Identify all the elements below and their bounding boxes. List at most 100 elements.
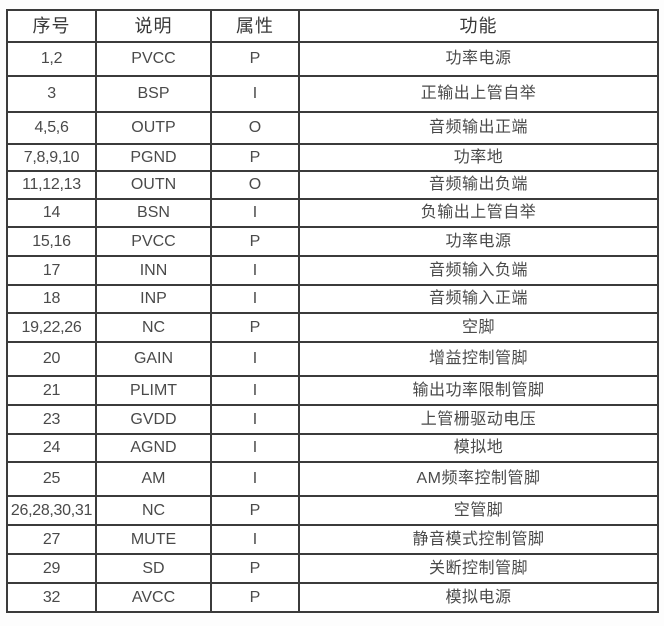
pin-name-cell: PVCC bbox=[95, 41, 212, 77]
pin-number-cell: 27 bbox=[6, 524, 97, 555]
attribute-cell: O bbox=[210, 170, 300, 200]
pin-name-cell: MUTE bbox=[95, 524, 212, 555]
attribute-cell: P bbox=[210, 582, 300, 613]
pin-name-cell: PGND bbox=[95, 143, 212, 172]
function-cell: 功率电源 bbox=[298, 226, 659, 257]
pin-name-cell: PLIMT bbox=[95, 375, 212, 406]
attribute-cell: I bbox=[210, 433, 300, 463]
column-header-attribute: 属性 bbox=[210, 9, 300, 43]
attribute-cell: I bbox=[210, 341, 300, 377]
function-cell: 功率地 bbox=[298, 143, 659, 172]
table-row: 18 INP I 音频输入正端 bbox=[6, 284, 659, 314]
table-row: 3 BSP I 正输出上管自举 bbox=[6, 75, 659, 113]
table-row: 4,5,6 OUTP O 音频输出正端 bbox=[6, 111, 659, 145]
pin-number-cell: 7,8,9,10 bbox=[6, 143, 97, 172]
pin-number-cell: 24 bbox=[6, 433, 97, 463]
attribute-cell: P bbox=[210, 553, 300, 584]
pin-name-cell: OUTN bbox=[95, 170, 212, 200]
pin-number-cell: 23 bbox=[6, 404, 97, 435]
table-row: 29 SD P 关断控制管脚 bbox=[6, 553, 659, 584]
function-cell: AM频率控制管脚 bbox=[298, 461, 659, 497]
table-row: 1,2 PVCC P 功率电源 bbox=[6, 41, 659, 77]
column-header-function: 功能 bbox=[298, 9, 659, 43]
pin-number-cell: 3 bbox=[6, 75, 97, 113]
pin-name-cell: NC bbox=[95, 495, 212, 526]
table-row: 7,8,9,10 PGND P 功率地 bbox=[6, 143, 659, 172]
pin-number-cell: 17 bbox=[6, 255, 97, 286]
attribute-cell: I bbox=[210, 461, 300, 497]
attribute-cell: I bbox=[210, 375, 300, 406]
function-cell: 空管脚 bbox=[298, 495, 659, 526]
pin-name-cell: INN bbox=[95, 255, 212, 286]
table-row: 26,28,30,31 NC P 空管脚 bbox=[6, 495, 659, 526]
table-row: 19,22,26 NC P 空脚 bbox=[6, 312, 659, 343]
attribute-cell: P bbox=[210, 41, 300, 77]
table-row: 20 GAIN I 增益控制管脚 bbox=[6, 341, 659, 377]
function-cell: 增益控制管脚 bbox=[298, 341, 659, 377]
table-body: 1,2 PVCC P 功率电源 3 BSP I 正输出上管自举 4,5,6 OUTP O 音频输出正端… bbox=[6, 41, 659, 613]
pin-name-cell: AGND bbox=[95, 433, 212, 463]
pin-name-cell: BSP bbox=[95, 75, 212, 113]
function-cell: 音频输出正端 bbox=[298, 111, 659, 145]
function-cell: 空脚 bbox=[298, 312, 659, 343]
attribute-cell: I bbox=[210, 75, 300, 113]
pin-number-cell: 20 bbox=[6, 341, 97, 377]
pin-name-cell: SD bbox=[95, 553, 212, 584]
pin-number-cell: 32 bbox=[6, 582, 97, 613]
pin-number-cell: 21 bbox=[6, 375, 97, 406]
pin-number-cell: 26,28,30,31 bbox=[6, 495, 97, 526]
pin-function-table: 序号 说明 属性 功能 1,2 PVCC P 功率电源 3 BSP I 正输出上管自举 4,5,… bbox=[6, 9, 659, 613]
attribute-cell: I bbox=[210, 524, 300, 555]
column-header-pin-number: 序号 bbox=[6, 9, 97, 43]
table-row: 27 MUTE I 静音模式控制管脚 bbox=[6, 524, 659, 555]
function-cell: 输出功率限制管脚 bbox=[298, 375, 659, 406]
pin-number-cell: 4,5,6 bbox=[6, 111, 97, 145]
function-cell: 正输出上管自举 bbox=[298, 75, 659, 113]
pin-name-cell: GVDD bbox=[95, 404, 212, 435]
table-row: 14 BSN I 负输出上管自举 bbox=[6, 198, 659, 228]
pin-name-cell: AM bbox=[95, 461, 212, 497]
function-cell: 模拟电源 bbox=[298, 582, 659, 613]
function-cell: 音频输出负端 bbox=[298, 170, 659, 200]
attribute-cell: P bbox=[210, 312, 300, 343]
pin-number-cell: 19,22,26 bbox=[6, 312, 97, 343]
pin-name-cell: AVCC bbox=[95, 582, 212, 613]
attribute-cell: P bbox=[210, 226, 300, 257]
table-row: 24 AGND I 模拟地 bbox=[6, 433, 659, 463]
pin-number-cell: 11,12,13 bbox=[6, 170, 97, 200]
table-row: 15,16 PVCC P 功率电源 bbox=[6, 226, 659, 257]
table-row: 11,12,13 OUTN O 音频输出负端 bbox=[6, 170, 659, 200]
function-cell: 功率电源 bbox=[298, 41, 659, 77]
function-cell: 静音模式控制管脚 bbox=[298, 524, 659, 555]
pin-name-cell: BSN bbox=[95, 198, 212, 228]
function-cell: 负输出上管自举 bbox=[298, 198, 659, 228]
function-cell: 音频输入正端 bbox=[298, 284, 659, 314]
pin-number-cell: 15,16 bbox=[6, 226, 97, 257]
pin-name-cell: NC bbox=[95, 312, 212, 343]
attribute-cell: I bbox=[210, 284, 300, 314]
pin-number-cell: 1,2 bbox=[6, 41, 97, 77]
table-row: 23 GVDD I 上管栅驱动电压 bbox=[6, 404, 659, 435]
function-cell: 模拟地 bbox=[298, 433, 659, 463]
table-row: 32 AVCC P 模拟电源 bbox=[6, 582, 659, 613]
attribute-cell: P bbox=[210, 495, 300, 526]
pin-number-cell: 18 bbox=[6, 284, 97, 314]
pin-name-cell: PVCC bbox=[95, 226, 212, 257]
pin-name-cell: INP bbox=[95, 284, 212, 314]
attribute-cell: P bbox=[210, 143, 300, 172]
attribute-cell: I bbox=[210, 255, 300, 286]
attribute-cell: I bbox=[210, 198, 300, 228]
function-cell: 音频输入负端 bbox=[298, 255, 659, 286]
attribute-cell: O bbox=[210, 111, 300, 145]
column-header-description: 说明 bbox=[95, 9, 212, 43]
function-cell: 上管栅驱动电压 bbox=[298, 404, 659, 435]
pin-number-cell: 25 bbox=[6, 461, 97, 497]
pin-name-cell: OUTP bbox=[95, 111, 212, 145]
table-row: 21 PLIMT I 输出功率限制管脚 bbox=[6, 375, 659, 406]
table-header-row: 序号 说明 属性 功能 bbox=[6, 9, 659, 43]
pin-number-cell: 29 bbox=[6, 553, 97, 584]
pin-number-cell: 14 bbox=[6, 198, 97, 228]
attribute-cell: I bbox=[210, 404, 300, 435]
function-cell: 关断控制管脚 bbox=[298, 553, 659, 584]
